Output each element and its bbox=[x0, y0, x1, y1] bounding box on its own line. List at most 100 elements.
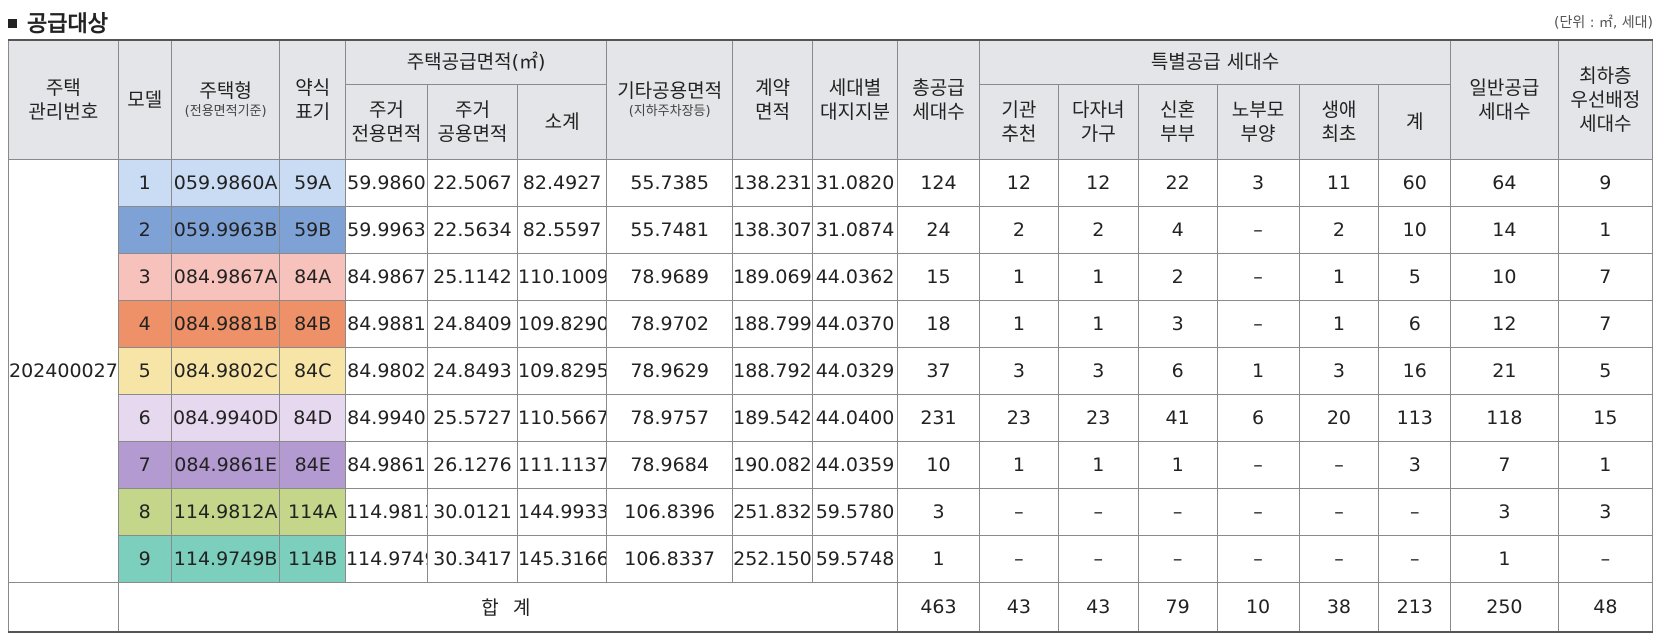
cell-comm: 24.8409 bbox=[426, 299, 519, 348]
header-type-line1: 주택형 bbox=[199, 79, 252, 102]
cell-lowest: 3 bbox=[1557, 487, 1654, 536]
cell-general: 10 bbox=[1450, 252, 1559, 301]
cell-excl: 84.9867 bbox=[344, 252, 428, 301]
cell-newly: 3 bbox=[1137, 299, 1218, 348]
cell-lowest: – bbox=[1557, 534, 1654, 583]
header-land-share: 세대별 대지지분 bbox=[812, 39, 899, 160]
cell-general: 3 bbox=[1450, 487, 1559, 536]
header-newlywed: 신혼 부부 bbox=[1137, 83, 1218, 160]
header-land-share-line1: 세대별 bbox=[828, 76, 882, 99]
table-row: 6 084.9940D 84D 84.9940 25.5727 110.5667 78.97… bbox=[9, 393, 1654, 442]
header-lowest-floor-line3: 세대수 bbox=[1579, 112, 1632, 135]
header-total-supply-line2: 세대수 bbox=[912, 100, 965, 123]
cell-lowest: 1 bbox=[1557, 440, 1654, 489]
cell-inst: 1 bbox=[978, 440, 1059, 489]
cell-model: 8 bbox=[117, 487, 172, 536]
cell-elder: 1 bbox=[1216, 346, 1300, 395]
cell-excl: 84.9861 bbox=[344, 440, 428, 489]
cell-sub: 82.5597 bbox=[517, 205, 608, 254]
cell-multi: – bbox=[1057, 534, 1139, 583]
header-mgmt-no-line2: 관리번호 bbox=[28, 100, 99, 123]
cell-model: 9 bbox=[117, 534, 172, 583]
cell-multi: 1 bbox=[1057, 299, 1139, 348]
cell-land: 44.0362 bbox=[812, 252, 899, 301]
cell-other: 78.9702 bbox=[606, 299, 734, 348]
cell-lowest: 1 bbox=[1557, 205, 1654, 254]
title-row: 공급대상 (단위 : ㎡, 세대) bbox=[8, 2, 1653, 38]
cell-short: 84E bbox=[279, 440, 346, 489]
cell-comm: 25.5727 bbox=[426, 393, 519, 442]
cell-land: 59.5780 bbox=[812, 487, 899, 536]
cell-general: 1 bbox=[1450, 534, 1559, 583]
cell-inst: 3 bbox=[978, 346, 1059, 395]
cell-total: 18 bbox=[897, 299, 980, 348]
cell-total: 124 bbox=[897, 158, 980, 207]
table-row: 2024000279 1 059.9860A 59A 59.9860 22.5067 82.… bbox=[8, 158, 1654, 583]
header-general-supply-line2: 세대수 bbox=[1478, 100, 1531, 123]
cell-inst: – bbox=[978, 487, 1059, 536]
header-multi-child: 다자녀 가구 bbox=[1057, 83, 1139, 160]
total-cell-general: 250 bbox=[1450, 581, 1559, 633]
cell-newly: 2 bbox=[1137, 252, 1218, 301]
section-title-text: 공급대상 bbox=[27, 12, 108, 37]
cell-sub: 110.1009 bbox=[517, 252, 608, 301]
header-general-supply-line1: 일반공급 bbox=[1469, 76, 1540, 99]
section-title: 공급대상 bbox=[8, 6, 108, 38]
cell-land: 31.0874 bbox=[812, 205, 899, 254]
cell-newly: 6 bbox=[1137, 346, 1218, 395]
cell-land: 44.0359 bbox=[812, 440, 899, 489]
cell-type: 114.9749B bbox=[170, 534, 281, 583]
header-res-common: 주거 공용면적 bbox=[426, 83, 519, 160]
cell-multi: 12 bbox=[1057, 158, 1139, 207]
cell-land: 44.0370 bbox=[812, 299, 899, 348]
cell-total: 231 bbox=[897, 393, 980, 442]
header-elderly-parent-line2: 부양 bbox=[1240, 122, 1276, 145]
cell-newly: 22 bbox=[1137, 158, 1218, 207]
cell-first: 3 bbox=[1298, 346, 1380, 395]
table-row: 5 084.9802C 84C 84.9802 24.8493 109.8295 78.96… bbox=[9, 346, 1654, 395]
table-row: 9114.9749B114B114.974930.3417145.3166106… bbox=[9, 534, 1654, 583]
cell-general: 21 bbox=[1450, 346, 1559, 395]
cell-land: 31.0820 bbox=[812, 158, 899, 207]
cell-first: 20 bbox=[1298, 393, 1380, 442]
cell-multi: 1 bbox=[1057, 440, 1139, 489]
header-institution-line1: 기관 bbox=[1001, 98, 1037, 121]
total-cell-lowest: 48 bbox=[1557, 581, 1654, 633]
cell-newly: 4 bbox=[1137, 205, 1218, 254]
header-type: 주택형 (전용면적기준) bbox=[170, 39, 281, 160]
cell-other: 78.9757 bbox=[606, 393, 734, 442]
cell-short: 59A bbox=[279, 158, 346, 207]
header-multi-child-line1: 다자녀 bbox=[1072, 98, 1125, 121]
table-body: 2024000279 1 059.9860A 59A 59.9860 22.5067 82.… bbox=[8, 158, 1654, 633]
cell-lowest: 15 bbox=[1557, 393, 1654, 442]
cell-short: 114B bbox=[279, 534, 346, 583]
cell-excl: 84.9881 bbox=[344, 299, 428, 348]
cell-comm: 24.8493 bbox=[426, 346, 519, 395]
cell-first: 1 bbox=[1298, 299, 1380, 348]
cell-excl: 114.9812 bbox=[344, 487, 428, 536]
table-row: 4 084.9881B 84B 84.9881 24.8409 109.8290 78.97… bbox=[9, 299, 1654, 348]
cell-other: 106.8396 bbox=[606, 487, 734, 536]
cell-short: 114A bbox=[279, 487, 346, 536]
cell-type: 059.9963B bbox=[170, 205, 281, 254]
cell-contract: 190.0821 bbox=[732, 440, 814, 489]
cell-general: 7 bbox=[1450, 440, 1559, 489]
cell-excl: 84.9940 bbox=[344, 393, 428, 442]
cell-short: 84C bbox=[279, 346, 346, 395]
header-land-share-line2: 대지지분 bbox=[820, 100, 890, 123]
cell-sub: 109.8295 bbox=[517, 346, 608, 395]
cell-type: 084.9940D bbox=[170, 393, 281, 442]
cell-short: 84B bbox=[279, 299, 346, 348]
cell-sub: 109.8290 bbox=[517, 299, 608, 348]
header-institution: 기관 추천 bbox=[978, 83, 1059, 160]
header-total-supply-line1: 총공급 bbox=[912, 76, 965, 99]
header-lowest-floor-line2: 우선배정 bbox=[1570, 88, 1641, 111]
cell-other: 106.8337 bbox=[606, 534, 734, 583]
header-special-supply: 특별공급 세대수 bbox=[978, 39, 1452, 85]
cell-newly: 1 bbox=[1137, 440, 1218, 489]
cell-contract: 252.1503 bbox=[732, 534, 814, 583]
header-other-common-line1: 기타공용면적 bbox=[617, 79, 723, 102]
cell-lowest: 7 bbox=[1557, 252, 1654, 301]
cell-first: – bbox=[1298, 534, 1380, 583]
